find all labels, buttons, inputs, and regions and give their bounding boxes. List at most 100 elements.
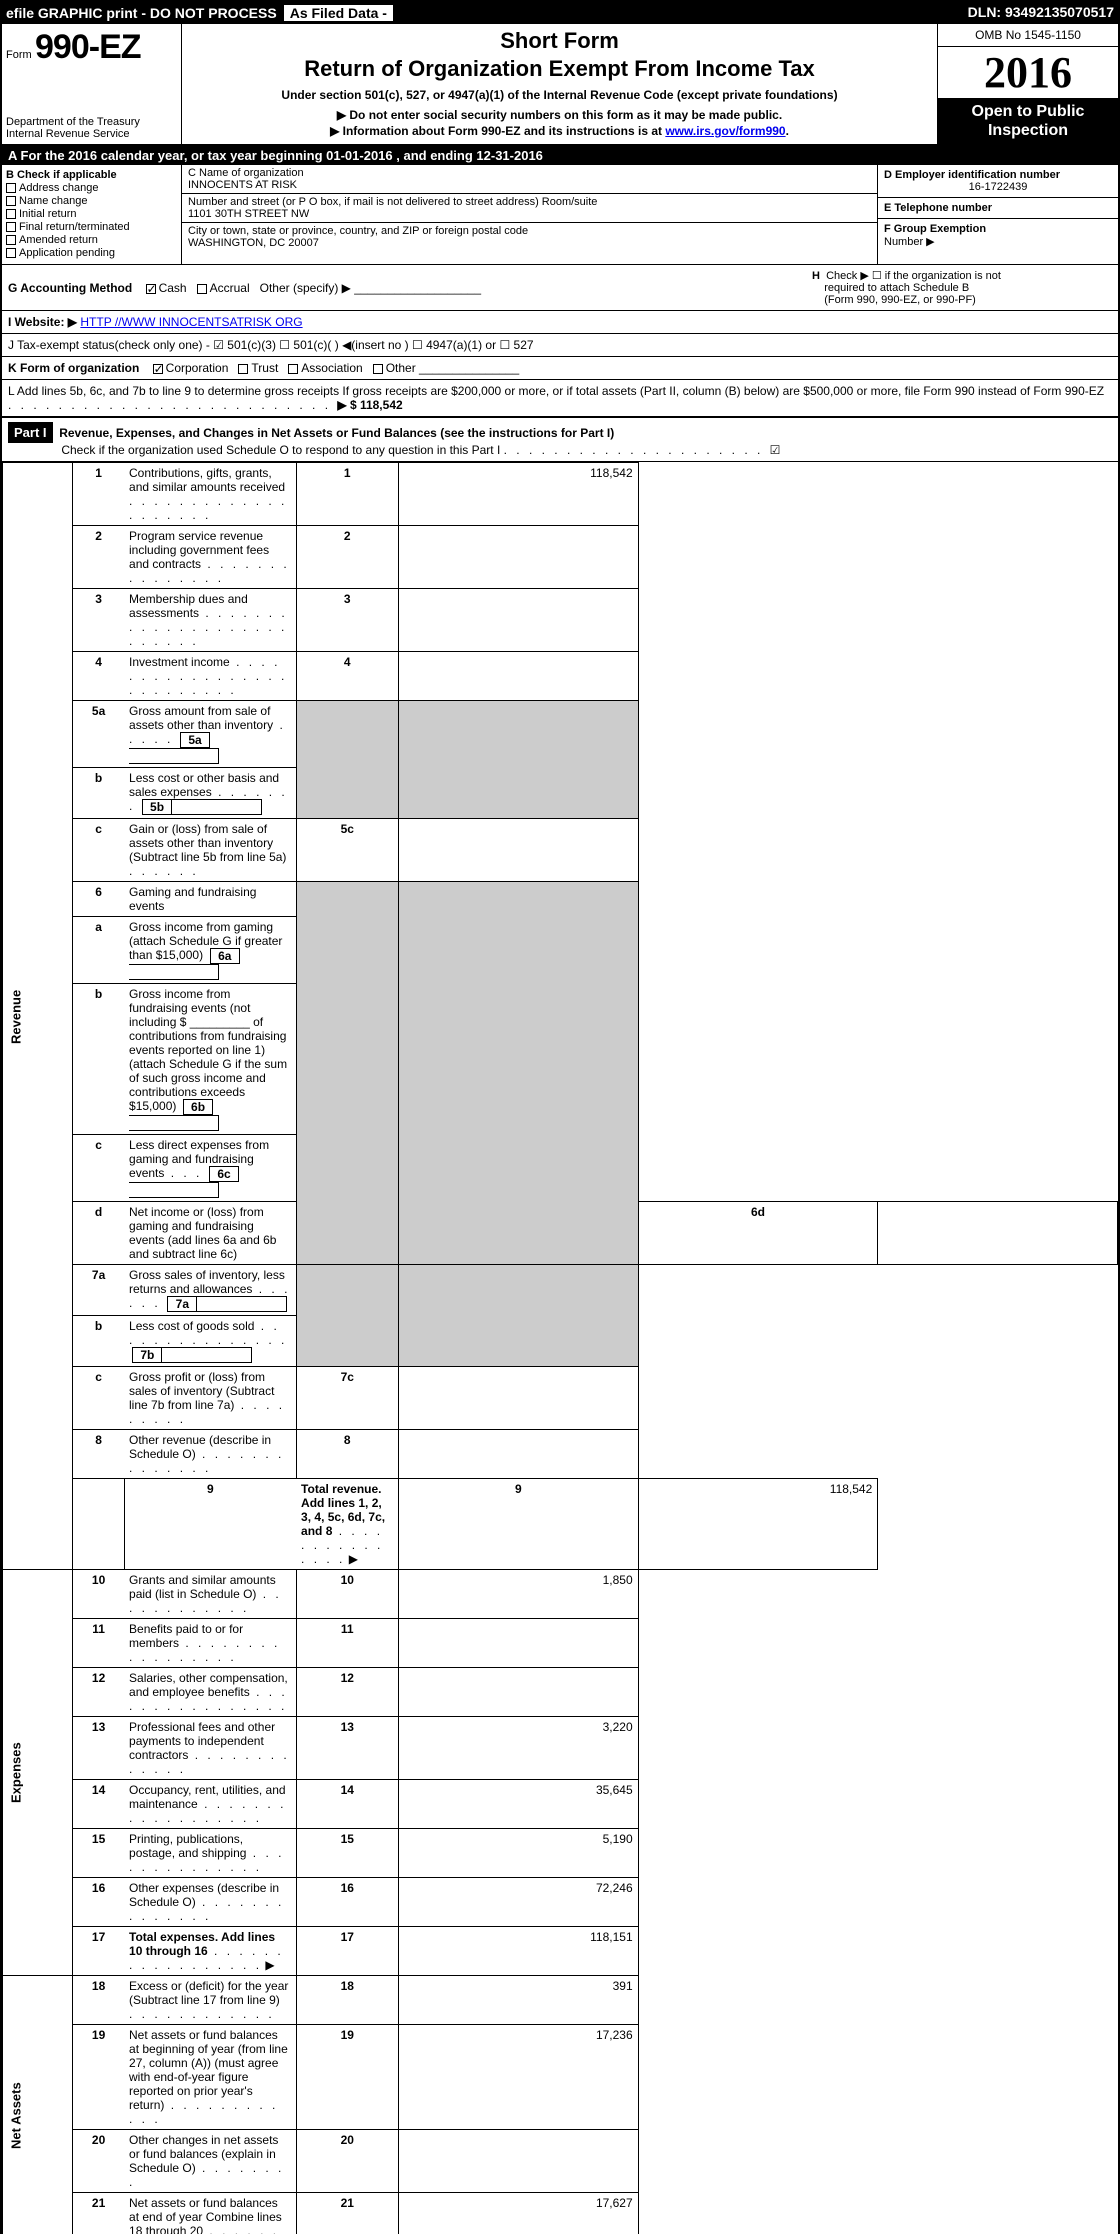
cb-other-org[interactable] bbox=[373, 364, 383, 374]
r6a-n: a bbox=[73, 917, 124, 984]
cb-corp[interactable] bbox=[153, 364, 163, 374]
r8-n: 8 bbox=[73, 1430, 124, 1479]
shade-6a bbox=[399, 882, 639, 1265]
r6b-d: Gross income from fundraising events (no… bbox=[124, 984, 296, 1135]
part-i-check: Check if the organization used Schedule … bbox=[61, 443, 500, 457]
r8-bn: 8 bbox=[296, 1430, 398, 1479]
r4-n: 4 bbox=[73, 652, 124, 701]
r4-dt: Investment income bbox=[129, 655, 230, 669]
cb-cash[interactable] bbox=[146, 284, 156, 294]
r6a-mb: 6a bbox=[210, 948, 240, 964]
cb-application-pending[interactable] bbox=[6, 248, 16, 258]
cb-trust[interactable] bbox=[238, 364, 248, 374]
website-link[interactable]: HTTP //WWW INNOCENTSATRISK ORG bbox=[80, 315, 302, 329]
r9-bn: 9 bbox=[399, 1479, 639, 1570]
r6b-dt: Gross income from fundraising events (no… bbox=[129, 987, 287, 1113]
r20-n: 20 bbox=[73, 2130, 124, 2193]
r12-a bbox=[399, 1668, 639, 1717]
r5a-mb: 5a bbox=[180, 732, 210, 748]
r7b-mb: 7b bbox=[132, 1347, 162, 1363]
r4-d: Investment income . . . . . . . . . . . … bbox=[124, 652, 296, 701]
shade-5 bbox=[296, 701, 398, 819]
side-revenue: Revenue bbox=[3, 463, 73, 1570]
r6c-d: Less direct expenses from gaming and fun… bbox=[124, 1135, 296, 1202]
row-a-calendar-year: A For the 2016 calendar year, or tax yea… bbox=[2, 146, 1118, 165]
r6d-bn: 6d bbox=[638, 1202, 878, 1265]
r16-d: Other expenses (describe in Schedule O) … bbox=[124, 1878, 296, 1927]
r6d-d: Net income or (loss) from gaming and fun… bbox=[124, 1202, 296, 1265]
h-text1: Check ▶ ☐ if the organization is not bbox=[826, 270, 1001, 282]
r13-bn: 13 bbox=[296, 1717, 398, 1780]
r5b-mb: 5b bbox=[142, 799, 172, 815]
r7c-d: Gross profit or (loss) from sales of inv… bbox=[124, 1367, 296, 1430]
l-text: L Add lines 5b, 6c, and 7b to line 9 to … bbox=[8, 384, 1104, 398]
r6c-mb: 6c bbox=[209, 1166, 239, 1182]
r2-a bbox=[399, 526, 639, 589]
dept-treasury: Department of the Treasury bbox=[6, 116, 177, 128]
cb-assoc[interactable] bbox=[288, 364, 298, 374]
r7b-n: b bbox=[73, 1316, 124, 1367]
r5a-n: 5a bbox=[73, 701, 124, 768]
r13-a: 3,220 bbox=[399, 1717, 639, 1780]
header-mid: Short Form Return of Organization Exempt… bbox=[182, 24, 938, 144]
line-l: L Add lines 5b, 6c, and 7b to line 9 to … bbox=[2, 380, 1118, 417]
r21-bn: 21 bbox=[296, 2193, 398, 2234]
part-i-table: Revenue 1 Contributions, gifts, grants, … bbox=[2, 462, 1118, 2234]
col-b-checkboxes: B Check if applicable Address change Nam… bbox=[2, 165, 182, 264]
h-text2: required to attach Schedule B bbox=[824, 282, 969, 294]
c-street-label: Number and street (or P O box, if mail i… bbox=[188, 196, 871, 208]
r11-d: Benefits paid to or for members . . . . … bbox=[124, 1619, 296, 1668]
efile-label: efile GRAPHIC print - DO NOT PROCESS bbox=[6, 5, 277, 21]
r5c-dt: Gain or (loss) from sale of assets other… bbox=[129, 822, 286, 864]
side-netassets: Net Assets bbox=[3, 1976, 73, 2234]
r5b-mv bbox=[172, 799, 262, 815]
header-right: OMB No 1545-1150 2016 Open to Public Ins… bbox=[938, 24, 1118, 144]
r10-bn: 10 bbox=[296, 1570, 398, 1619]
cb-initial-return[interactable] bbox=[6, 209, 16, 219]
shade-7a bbox=[399, 1265, 639, 1367]
cb-accrual[interactable] bbox=[197, 284, 207, 294]
r4-bn: 4 bbox=[296, 652, 398, 701]
cb-amended-return[interactable] bbox=[6, 235, 16, 245]
top-bar: efile GRAPHIC print - DO NOT PROCESS As … bbox=[2, 2, 1118, 24]
r7b-d: Less cost of goods sold . . . . . . . . … bbox=[124, 1316, 296, 1367]
cb-final-return[interactable] bbox=[6, 222, 16, 232]
part-i-title: Revenue, Expenses, and Changes in Net As… bbox=[59, 426, 614, 440]
r7c-n: c bbox=[73, 1367, 124, 1430]
r15-n: 15 bbox=[73, 1829, 124, 1878]
tax-year: 2016 bbox=[938, 47, 1118, 98]
g-other: Other (specify) ▶ bbox=[260, 281, 351, 295]
form-number: 990-EZ bbox=[35, 28, 141, 66]
k-assoc: Association bbox=[301, 361, 362, 375]
r14-n: 14 bbox=[73, 1780, 124, 1829]
r3-bn: 3 bbox=[296, 589, 398, 652]
col-b-title: B Check if applicable bbox=[6, 169, 177, 181]
r10-dt: Grants and similar amounts paid (list in… bbox=[129, 1573, 276, 1601]
r6a-mv bbox=[129, 964, 219, 980]
r6d-a bbox=[878, 1202, 1118, 1265]
r11-n: 11 bbox=[73, 1619, 124, 1668]
cb-name-change[interactable] bbox=[6, 196, 16, 206]
r5a-d: Gross amount from sale of assets other t… bbox=[124, 701, 296, 768]
omb-number: OMB No 1545-1150 bbox=[938, 24, 1118, 47]
header: Form 990-EZ Department of the Treasury I… bbox=[2, 24, 1118, 146]
r9-a: 118,542 bbox=[638, 1479, 878, 1570]
arrow2-pre: ▶ Information about Form 990-EZ and its … bbox=[330, 124, 665, 138]
r14-bn: 14 bbox=[296, 1780, 398, 1829]
r5c-d: Gain or (loss) from sale of assets other… bbox=[124, 819, 296, 882]
part-i-header: Part I Revenue, Expenses, and Changes in… bbox=[2, 417, 1118, 462]
r15-a: 5,190 bbox=[399, 1829, 639, 1878]
header-left: Form 990-EZ Department of the Treasury I… bbox=[2, 24, 182, 144]
r5c-bn: 5c bbox=[296, 819, 398, 882]
r12-d: Salaries, other compensation, and employ… bbox=[124, 1668, 296, 1717]
c-street-value: 1101 30TH STREET NW bbox=[188, 208, 871, 220]
r20-bn: 20 bbox=[296, 2130, 398, 2193]
f-group-label2: Number ▶ bbox=[884, 235, 1112, 248]
d-ein-label: D Employer identification number bbox=[884, 169, 1112, 181]
line-j: J Tax-exempt status(check only one) - ☑ … bbox=[2, 334, 1118, 357]
r3-d: Membership dues and assessments . . . . … bbox=[124, 589, 296, 652]
cb-address-change[interactable] bbox=[6, 183, 16, 193]
k-other: Other bbox=[386, 361, 416, 375]
irs-link[interactable]: www.irs.gov/form990 bbox=[665, 124, 785, 138]
r2-bn: 2 bbox=[296, 526, 398, 589]
